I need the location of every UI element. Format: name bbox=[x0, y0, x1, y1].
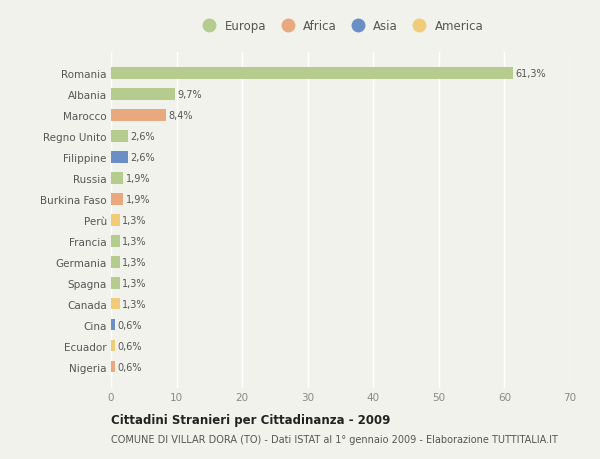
Text: 2,6%: 2,6% bbox=[131, 152, 155, 162]
Text: 1,3%: 1,3% bbox=[122, 299, 146, 309]
Text: 0,6%: 0,6% bbox=[118, 362, 142, 372]
Bar bbox=[111, 340, 115, 352]
Text: COMUNE DI VILLAR DORA (TO) - Dati ISTAT al 1° gennaio 2009 - Elaborazione TUTTIT: COMUNE DI VILLAR DORA (TO) - Dati ISTAT … bbox=[111, 434, 558, 444]
Text: Cittadini Stranieri per Cittadinanza - 2009: Cittadini Stranieri per Cittadinanza - 2… bbox=[111, 413, 391, 426]
Text: 1,3%: 1,3% bbox=[122, 257, 146, 267]
Bar bbox=[111, 277, 119, 289]
Text: 2,6%: 2,6% bbox=[131, 132, 155, 141]
Text: 9,7%: 9,7% bbox=[177, 90, 202, 100]
Text: 1,9%: 1,9% bbox=[126, 174, 151, 184]
Text: 1,3%: 1,3% bbox=[122, 278, 146, 288]
Bar bbox=[111, 68, 513, 79]
Bar bbox=[111, 131, 128, 142]
Bar bbox=[111, 361, 115, 373]
Text: 61,3%: 61,3% bbox=[515, 69, 546, 79]
Bar bbox=[111, 235, 119, 247]
Bar bbox=[111, 152, 128, 163]
Bar bbox=[111, 319, 115, 331]
Bar bbox=[111, 110, 166, 121]
Legend: Europa, Africa, Asia, America: Europa, Africa, Asia, America bbox=[197, 20, 484, 33]
Text: 1,3%: 1,3% bbox=[122, 215, 146, 225]
Text: 1,3%: 1,3% bbox=[122, 236, 146, 246]
Text: 1,9%: 1,9% bbox=[126, 195, 151, 204]
Bar bbox=[111, 298, 119, 310]
Text: 0,6%: 0,6% bbox=[118, 320, 142, 330]
Text: 0,6%: 0,6% bbox=[118, 341, 142, 351]
Bar bbox=[111, 89, 175, 101]
Bar bbox=[111, 194, 124, 205]
Bar bbox=[111, 214, 119, 226]
Text: 8,4%: 8,4% bbox=[169, 111, 193, 121]
Bar bbox=[111, 257, 119, 268]
Bar bbox=[111, 173, 124, 184]
